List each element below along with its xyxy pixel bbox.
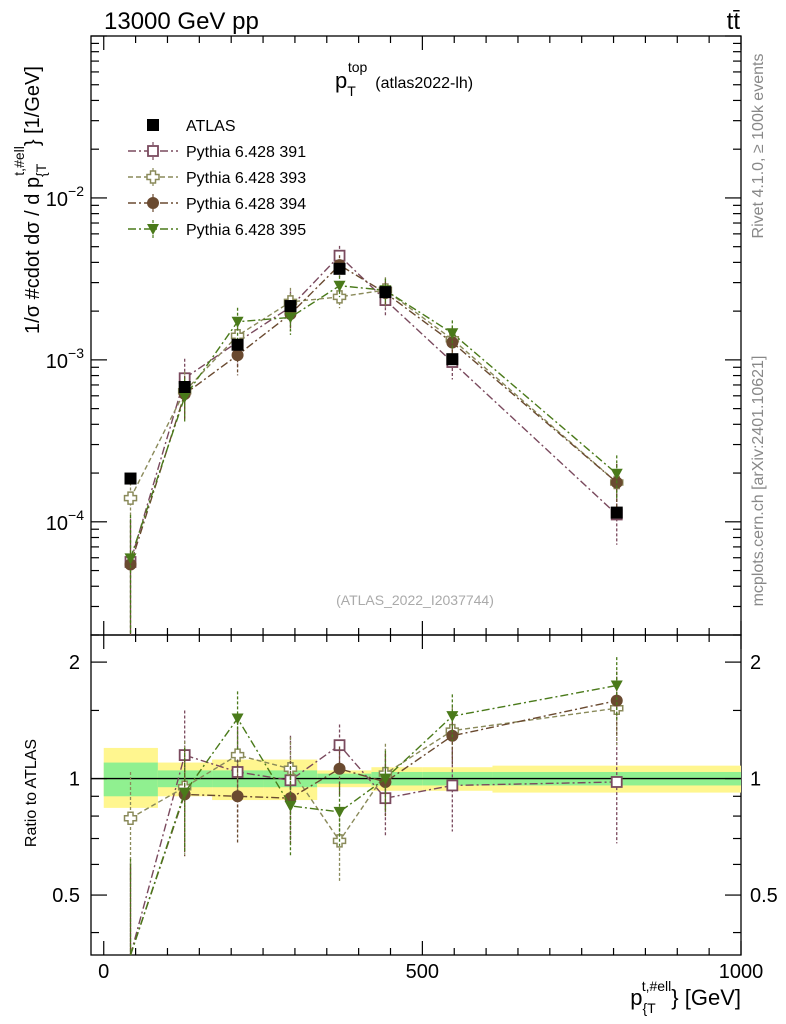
series-atlas-point [446, 353, 459, 366]
legend-pythia-6-428-394-label: Pythia 6.428 394 [186, 196, 306, 213]
series-pythia-6-428-395-ratio-point [379, 773, 392, 785]
legend: ATLAS Pythia 6.428 391 Pythia 6.428 393 Pyt… [128, 118, 306, 239]
series-pythia-6-428-394-ratio-point [333, 762, 346, 775]
legend-pythia-6-428-393-label: Pythia 6.428 393 [186, 170, 306, 187]
series-pythia-6-428-395-ratio-point [284, 800, 297, 812]
series-pythia-6-428-391-ratio-point [446, 779, 459, 792]
series-pythia-6-428-395-ratio-line [129, 684, 617, 956]
x-axis-label: p{T t,#ell} [GeV] [630, 978, 741, 1016]
series-pythia-6-428-393-ratio-line [130, 707, 617, 843]
series-pythia-6-428-395-point [124, 553, 137, 565]
series-pythia-6-428-395-ratio-point [610, 680, 623, 692]
y-axis-label-main: 1/σ #cdot dσ / d p [22, 177, 44, 334]
series-pythia-6-428-395-point [610, 468, 623, 480]
y-tick-exponent: −2 [68, 183, 84, 199]
ratio-y-axis-label: Ratio to ATLAS [23, 739, 40, 847]
legend-pythia-6-428-393-marker [146, 170, 160, 184]
y-tick-base: 10 [46, 189, 68, 211]
x-axis-label-sup: t,#ell [642, 978, 672, 994]
plot-title-main: p [335, 68, 347, 93]
ratio-tick-label-left: 0.5 [52, 885, 80, 907]
series-pythia-6-428-393-ratio-point [123, 811, 138, 825]
series-pythia-6-428-395-ratio-point [446, 711, 459, 723]
ratio-panel-series [123, 657, 624, 956]
series-pythia-6-428-395-point [178, 391, 191, 403]
ratio-tick-label-left: 1 [69, 769, 80, 791]
series-pythia-6-428-395-point [284, 312, 297, 324]
header-process-label: tt̄ [727, 8, 741, 35]
series-pythia-6-428-394-line [129, 264, 618, 565]
y-tick-label: 10−3 [46, 345, 84, 373]
mcplots-source-label: mcplots.cern.ch [arXiv:2401.10621] [750, 356, 767, 607]
plot-title-sub: T [347, 83, 356, 99]
y-tick-base: 10 [46, 351, 68, 373]
series-pythia-6-428-395-ratio-point [231, 713, 244, 725]
x-tick-label: 0 [98, 961, 109, 983]
series-pythia-6-428-391-ratio-point [333, 739, 346, 752]
analysis-watermark: (ATLAS_2022_I2037744) [336, 592, 494, 608]
series-pythia-6-428-391-ratio-point [610, 776, 623, 788]
y-axis-label-unit: } [1/GeV] [22, 66, 44, 146]
y-tick-exponent: −3 [68, 345, 84, 361]
x-axis-label-main: p [630, 985, 642, 1010]
series-pythia-6-428-395-ratio-point [333, 806, 346, 818]
main-panel-series [123, 245, 624, 635]
series-atlas-point [610, 506, 623, 519]
plot-title: pTtop (atlas2022-lh) [335, 59, 473, 99]
y-axis-label: 1/σ #cdot dσ / d p{T t,#ell} [1/GeV] [11, 66, 49, 334]
axis-ticks [91, 35, 742, 955]
y-tick-label: 10−2 [46, 183, 84, 211]
y-axis-label-sub: {T [33, 163, 49, 177]
y-tick-label: 10−4 [46, 507, 84, 535]
legend-pythia-6-428-394-marker [147, 197, 159, 209]
x-axis-label-unit: } [GeV] [671, 985, 741, 1010]
series-pythia-6-428-394-ratio-point [231, 790, 244, 803]
series-pythia-6-428-395-ratio-point [178, 787, 191, 799]
header-energy-label: 13000 GeV pp [104, 8, 259, 35]
series-pythia-6-428-393-line [129, 289, 618, 499]
ratio-tick-label-right: 0.5 [750, 885, 778, 907]
series-pythia-6-428-394-ratio-point [610, 694, 623, 707]
x-tick-label: 1000 [719, 961, 764, 983]
rivet-version-label: Rivet 4.1.0, ≥ 100k events [750, 54, 767, 239]
series-pythia-6-428-393-point [123, 491, 138, 505]
ratio-tick-label-left: 2 [69, 652, 80, 674]
legend-pythia-6-428-391-marker [147, 145, 159, 157]
series-pythia-6-428-395-point [446, 328, 459, 340]
series-pythia-6-428-395-point [333, 280, 346, 292]
y-tick-base: 10 [46, 513, 68, 535]
series-atlas-point [284, 300, 297, 313]
ratio-tick-label-right: 1 [750, 769, 761, 791]
x-axis-label-sub: {T [642, 1000, 656, 1016]
legend-atlas-label: ATLAS [186, 118, 236, 135]
legend-pythia-6-428-395-marker [147, 224, 159, 235]
series-pythia-6-428-391-ratio-line [129, 744, 617, 956]
y-tick-exponent: −4 [68, 507, 84, 523]
legend-pythia-6-428-391-label: Pythia 6.428 391 [186, 144, 306, 161]
y-axis-label-sup: t,#ell [11, 146, 27, 176]
series-pythia-6-428-393-ratio-point [230, 748, 245, 762]
series-atlas-point [333, 262, 346, 275]
ratio-uncertainty-bands [103, 747, 741, 808]
x-tick-label: 500 [406, 961, 439, 983]
series-atlas-point [178, 380, 191, 393]
series-atlas-point [379, 286, 392, 299]
series-pythia-6-428-394-point [231, 349, 244, 362]
ratio-plot-frame [90, 634, 742, 956]
series-pythia-6-428-391-line [129, 254, 618, 563]
legend-atlas-marker [147, 119, 159, 131]
plot-title-suffix: (atlas2022-lh) [375, 75, 473, 92]
series-atlas-point [231, 338, 244, 351]
series-pythia-6-428-394-ratio-line [129, 699, 617, 956]
series-pythia-6-428-394-point [124, 558, 137, 571]
series-atlas-point [124, 472, 137, 485]
series-pythia-6-428-395-point [231, 316, 244, 328]
series-pythia-6-428-395-line [129, 285, 618, 559]
legend-pythia-6-428-395-label: Pythia 6.428 395 [186, 222, 306, 239]
plot-title-sup: top [348, 59, 368, 75]
ratio-tick-label-right: 2 [750, 652, 761, 674]
